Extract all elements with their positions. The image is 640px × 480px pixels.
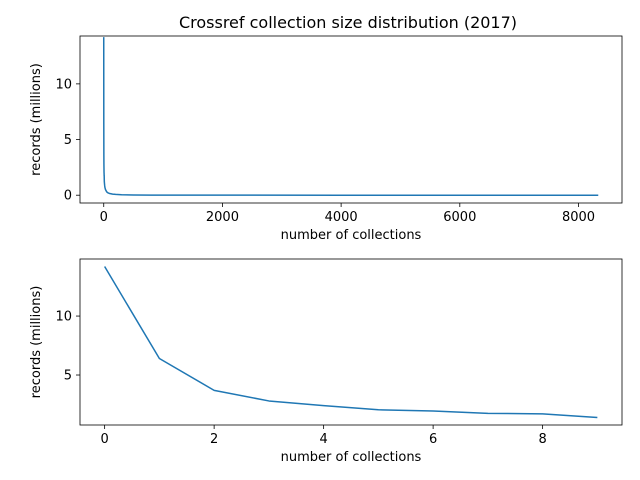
series-line (102, 37, 599, 196)
x-tick-label: 6 (429, 432, 437, 447)
x-tick-label: 0 (100, 432, 108, 447)
x-tick-label: 4000 (325, 210, 358, 225)
y-tick-label: 5 (64, 369, 72, 384)
x-tick-label: 0 (100, 210, 108, 225)
y-tick-label: 10 (55, 77, 72, 92)
x-tick-label: 8 (538, 432, 546, 447)
x-tick-label: 8000 (562, 210, 595, 225)
lower-plot: 0 2 4 6 8 5 10 number of collections records (mi… (29, 258, 623, 465)
x-tick-label: 4 (319, 432, 327, 447)
axes-frame (79, 258, 623, 426)
x-tick-label: 2000 (206, 210, 239, 225)
chart-title: Crossref collection size distribution (2… (179, 13, 517, 32)
y-axis-label: records (millions) (29, 286, 44, 399)
y-axis-label: records (millions) (29, 63, 44, 176)
x-tick-label: 6000 (443, 210, 476, 225)
y-tick-label: 10 (55, 310, 72, 325)
x-axis-label: number of collections (281, 450, 422, 465)
axes-frame (79, 35, 623, 204)
x-axis-label: number of collections (281, 228, 422, 243)
x-tick-label: 2 (210, 432, 218, 447)
y-tick-label: 0 (64, 189, 72, 204)
y-tick-label: 5 (64, 133, 72, 148)
series-line (103, 266, 598, 419)
upper-plot: 0 2000 4000 6000 8000 0 5 10 number of collectio… (29, 35, 623, 243)
